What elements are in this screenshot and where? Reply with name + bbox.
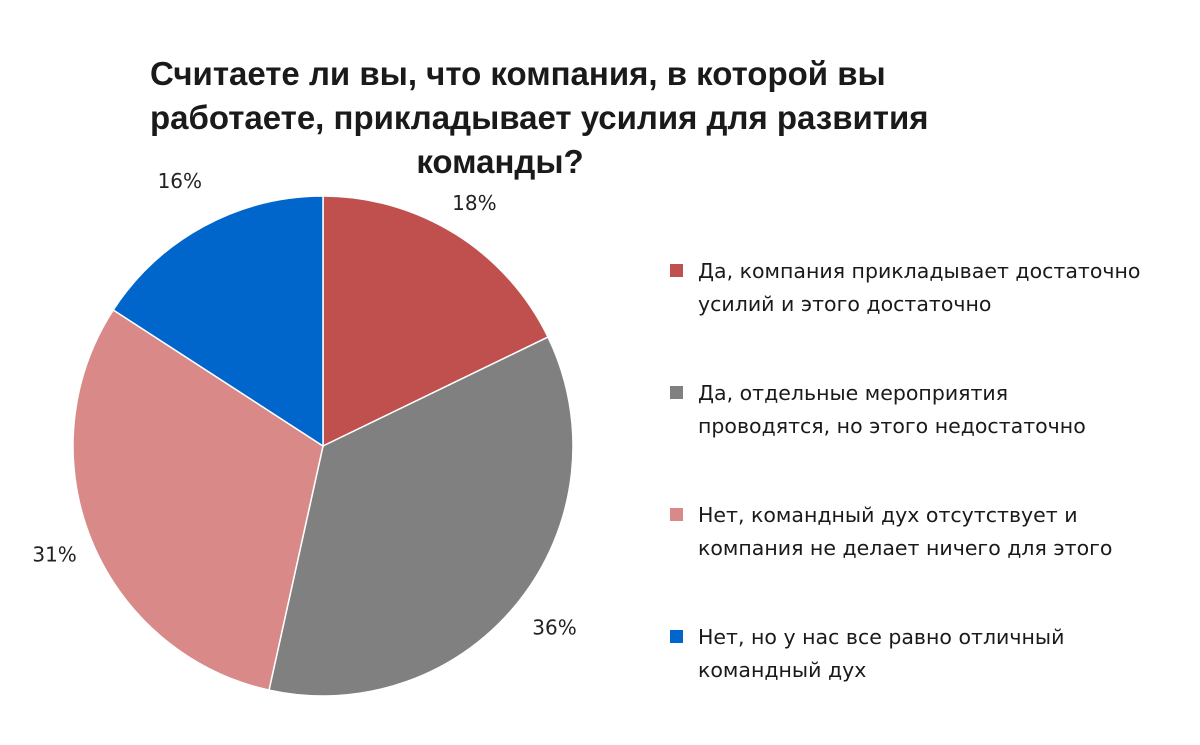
legend-label-line: компания не делает ничего для этого: [698, 536, 1113, 560]
legend-swatch: [670, 386, 683, 399]
legend-label: Да, компания прикладывает достаточно уси…: [698, 255, 1178, 321]
slice-percent-label: 18%: [452, 191, 496, 215]
legend-swatch: [670, 508, 683, 521]
pie-slice: [322, 195, 550, 448]
legend-label-line: командный дух: [698, 658, 867, 682]
legend-swatch: [670, 630, 683, 643]
pie-slice: [268, 336, 574, 697]
legend-label-line: Нет, командный дух отсутствует и: [698, 503, 1078, 527]
legend-label-line: проводятся, но этого недостаточно: [698, 414, 1086, 438]
legend-swatch: [670, 264, 683, 277]
legend-item: Да, отдельные мероприятия проводятся, но…: [670, 377, 1190, 499]
legend-label: Нет, командный дух отсутствует и компани…: [698, 499, 1178, 565]
pie-slice: [72, 308, 324, 691]
legend-label: Да, отдельные мероприятия проводятся, но…: [698, 377, 1178, 443]
legend-label-line: усилий и этого достаточно: [698, 292, 992, 316]
legend-label-line: Нет, но у нас все равно отличный: [698, 625, 1065, 649]
chart-title: Считаете ли вы, что компания, в которой …: [150, 52, 929, 184]
chart-legend: Да, компания прикладывает достаточно уси…: [670, 255, 1190, 743]
legend-item: Да, компания прикладывает достаточно уси…: [670, 255, 1190, 377]
slice-percent-label: 16%: [158, 169, 202, 193]
chart-title-line: Считаете ли вы, что компания, в которой …: [150, 55, 886, 92]
pie-slice: [112, 195, 324, 448]
legend-label-line: Да, компания прикладывает достаточно: [698, 259, 1141, 283]
legend-label-line: Да, отдельные мероприятия: [698, 381, 1009, 405]
chart-title-line: команды?: [416, 143, 584, 180]
chart-title-line: работаете, прикладывает усилия для разви…: [150, 99, 929, 136]
legend-label: Нет, но у нас все равно отличный командн…: [698, 621, 1178, 687]
legend-item: Нет, но у нас все равно отличный командн…: [670, 621, 1190, 743]
slice-percent-label: 31%: [32, 542, 76, 566]
legend-item: Нет, командный дух отсутствует и компани…: [670, 499, 1190, 621]
slice-percent-label: 36%: [532, 615, 576, 639]
